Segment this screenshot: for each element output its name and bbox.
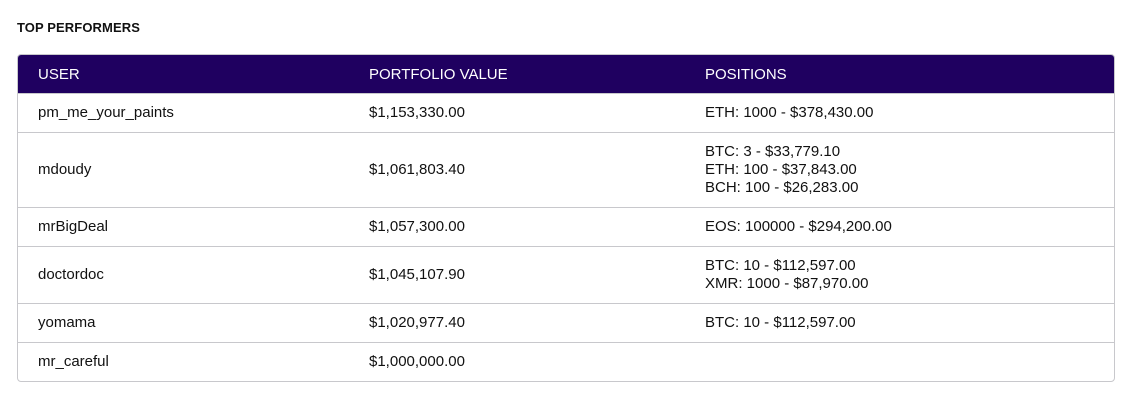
- user-cell: mr_careful: [18, 342, 349, 381]
- position-line: EOS: 100000 - $294,200.00: [705, 218, 892, 235]
- position-line: BTC: 3 - $33,779.10: [705, 143, 841, 160]
- position-line: BTC: 10 - $112,597.00: [705, 314, 856, 331]
- table-row: yomama $1,020,977.40 BTC: 10 - $112,597.…: [18, 303, 1114, 343]
- portfolio-value-cell: $1,057,300.00: [349, 207, 685, 247]
- top-performers-table: USER PORTFOLIO VALUE POSITIONS pm_me_you…: [17, 54, 1115, 382]
- position-line: XMR: 1000 - $87,970.00: [705, 275, 869, 292]
- user-cell: pm_me_your_paints: [18, 93, 349, 133]
- user-cell: mrBigDeal: [18, 207, 349, 247]
- table-row: doctordoc $1,045,107.90 BTC: 10 - $112,5…: [18, 246, 1114, 304]
- table-row: mr_careful $1,000,000.00: [18, 342, 1114, 381]
- portfolio-value-cell: $1,045,107.90: [349, 246, 685, 304]
- table-row: pm_me_your_paints $1,153,330.00 ETH: 100…: [18, 93, 1114, 133]
- portfolio-value-cell: $1,061,803.40: [349, 132, 685, 208]
- portfolio-value-cell: $1,153,330.00: [349, 93, 685, 133]
- positions-cell: EOS: 100000 - $294,200.00: [685, 207, 1114, 247]
- column-header-user: USER: [38, 65, 80, 83]
- positions-cell: BTC: 10 - $112,597.00: [685, 303, 1114, 343]
- positions-cell: BTC: 10 - $112,597.00 XMR: 1000 - $87,97…: [685, 246, 1114, 304]
- page-title: TOP PERFORMERS: [17, 20, 140, 35]
- positions-cell: ETH: 1000 - $378,430.00: [685, 93, 1114, 133]
- table-row: mdoudy $1,061,803.40 BTC: 3 - $33,779.10…: [18, 132, 1114, 208]
- user-cell: doctordoc: [18, 246, 349, 304]
- position-line: ETH: 1000 - $378,430.00: [705, 104, 874, 121]
- position-line: ETH: 100 - $37,843.00: [705, 161, 857, 178]
- user-cell: mdoudy: [18, 132, 349, 208]
- positions-cell: BTC: 3 - $33,779.10 ETH: 100 - $37,843.0…: [685, 132, 1114, 208]
- portfolio-value-cell: $1,000,000.00: [349, 342, 685, 381]
- table-header-row: USER PORTFOLIO VALUE POSITIONS: [18, 55, 1114, 94]
- user-cell: yomama: [18, 303, 349, 343]
- position-line: BTC: 10 - $112,597.00: [705, 257, 856, 274]
- table-row: mrBigDeal $1,057,300.00 EOS: 100000 - $2…: [18, 207, 1114, 247]
- column-header-portfolio-value: PORTFOLIO VALUE: [369, 65, 508, 83]
- column-header-positions: POSITIONS: [705, 65, 787, 83]
- portfolio-value-cell: $1,020,977.40: [349, 303, 685, 343]
- positions-cell: [685, 342, 1114, 381]
- position-line: BCH: 100 - $26,283.00: [705, 179, 859, 196]
